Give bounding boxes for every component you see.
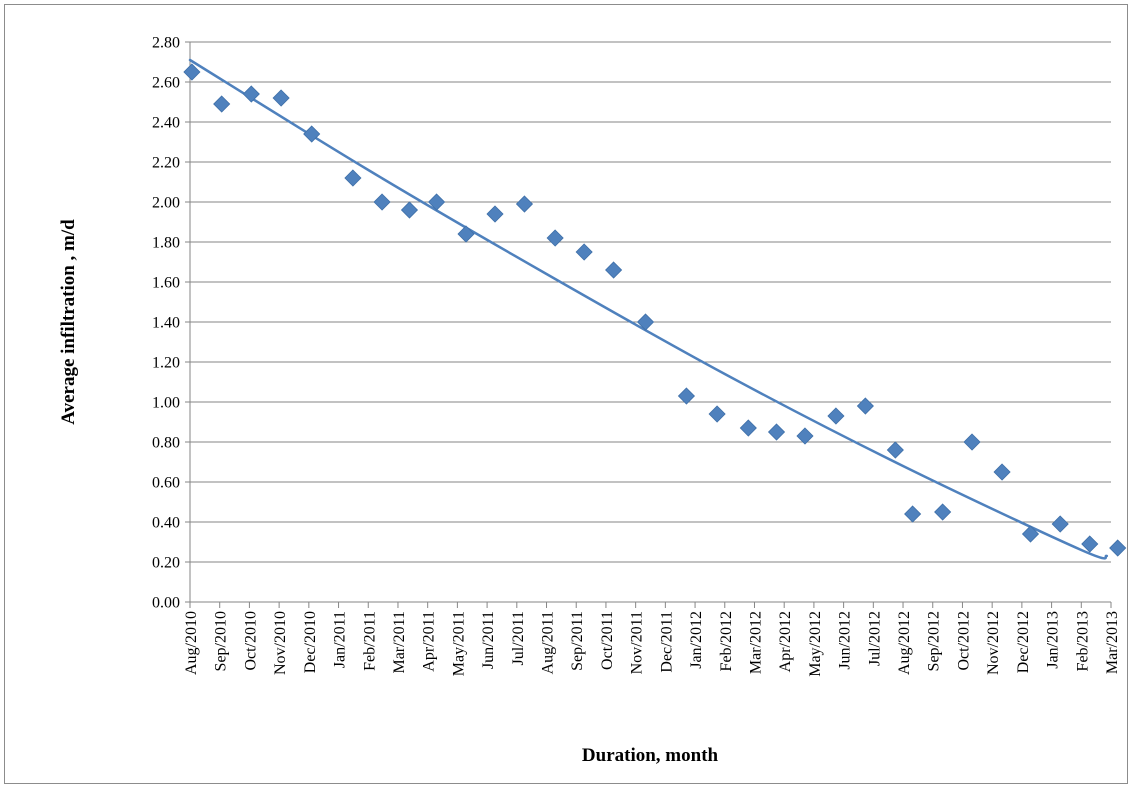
x-tick-label: Oct/2010 — [242, 611, 259, 671]
data-point — [767, 423, 786, 441]
x-tick-label: Mar/2012 — [747, 611, 764, 674]
data-point — [739, 419, 757, 437]
y-axis-title: Average infiltration , m/d — [58, 219, 79, 425]
data-point — [183, 63, 201, 81]
data-point — [934, 503, 952, 521]
x-tick-label: Mar/2013 — [1104, 611, 1121, 674]
y-tick-label: 0.60 — [152, 475, 180, 492]
data-point — [303, 125, 321, 143]
y-tick-label: 0.20 — [152, 555, 180, 572]
x-tick-label: Oct/2012 — [955, 611, 972, 671]
y-tick-label: 1.60 — [152, 275, 180, 292]
data-point — [428, 193, 446, 211]
gridlines — [190, 41, 1111, 563]
x-tick-label: Feb/2013 — [1074, 611, 1091, 671]
x-tick-label: Feb/2011 — [361, 611, 378, 671]
x-tick-label: Aug/2012 — [896, 611, 913, 675]
data-point — [708, 405, 726, 423]
x-tick-label: Aug/2011 — [540, 611, 557, 674]
x-tick-labels: Aug/2010 Sep/2010 Oct/2010 Nov/2010 Dec/2010… — [183, 611, 1121, 677]
y-tick-label: 0.00 — [152, 595, 180, 612]
y-tick-label: 2.20 — [152, 155, 180, 172]
data-point — [486, 205, 504, 223]
x-tick-label: Dec/2010 — [302, 611, 319, 673]
axes — [185, 41, 1112, 608]
data-point — [242, 85, 260, 103]
data-point — [1081, 535, 1099, 553]
data-point — [605, 261, 623, 279]
data-point — [1051, 515, 1069, 533]
x-tick-label: Jul/2011 — [510, 611, 527, 666]
data-point — [400, 201, 419, 219]
y-tick-label: 1.40 — [152, 315, 180, 332]
x-axis-title: Duration, month — [582, 745, 719, 766]
x-tick-label: Dec/2011 — [658, 611, 675, 673]
y-tick-labels: 0.00 0.20 0.40 0.60 0.80 1.00 1.20 1.40 1.60 1.80… — [152, 35, 180, 612]
x-tick-label: Jan/2011 — [332, 611, 349, 668]
x-tick-label: Apr/2011 — [421, 611, 438, 672]
data-point — [373, 193, 391, 211]
data-point — [677, 387, 696, 405]
data-point — [963, 433, 981, 451]
x-tick-label: Sep/2011 — [569, 611, 586, 671]
y-tick-label: 1.20 — [152, 355, 180, 372]
x-tick-label: May/2012 — [807, 611, 824, 677]
data-point — [457, 225, 475, 243]
chart-frame — [4, 4, 1128, 784]
x-tick-label: Aug/2010 — [183, 611, 200, 675]
trendline — [188, 58, 1109, 560]
data-point — [546, 229, 564, 247]
data-point — [856, 397, 874, 415]
y-tick-label: 1.80 — [152, 235, 180, 252]
data-point — [1109, 539, 1127, 557]
data-point — [515, 195, 534, 213]
x-tick-label: Nov/2011 — [629, 611, 646, 674]
x-tick-label: Nov/2010 — [272, 611, 289, 675]
data-points — [183, 63, 1127, 557]
x-tick-label: Jun/2011 — [480, 611, 497, 669]
data-point — [636, 313, 655, 331]
data-point — [575, 243, 593, 261]
data-point — [904, 505, 922, 523]
y-tick-label: 0.80 — [152, 435, 180, 452]
y-tick-label: 2.40 — [152, 115, 180, 132]
x-tick-label: May/2011 — [450, 611, 467, 676]
y-tick-label: 0.40 — [152, 515, 180, 532]
x-tick-label: Sep/2010 — [213, 611, 230, 671]
data-point — [993, 463, 1011, 481]
x-tick-label: Jan/2013 — [1045, 611, 1062, 669]
x-tick-label: Jun/2012 — [837, 611, 854, 670]
data-point — [344, 169, 362, 187]
data-point — [796, 427, 814, 445]
data-point — [886, 441, 904, 459]
data-point — [1021, 525, 1040, 543]
data-point — [272, 89, 290, 107]
y-tick-label: 1.00 — [152, 395, 180, 412]
x-tick-label: Dec/2012 — [1015, 611, 1032, 673]
x-tick-label: Feb/2012 — [718, 611, 735, 671]
y-tick-label: 2.00 — [152, 195, 180, 212]
x-tick-label: Sep/2012 — [926, 611, 943, 671]
x-tick-label: Jul/2012 — [866, 611, 883, 666]
x-tick-label: Oct/2011 — [599, 611, 616, 670]
data-point — [827, 407, 845, 425]
x-tick-label: Jan/2012 — [688, 611, 705, 669]
trendline-layer — [188, 58, 1109, 560]
x-tick-label: Nov/2012 — [985, 611, 1002, 675]
data-point — [213, 95, 231, 113]
y-tick-label: 2.80 — [152, 35, 180, 52]
x-tick-label: Mar/2011 — [391, 611, 408, 674]
y-tick-label: 2.60 — [152, 75, 180, 92]
x-tick-label: Apr/2012 — [777, 611, 794, 672]
